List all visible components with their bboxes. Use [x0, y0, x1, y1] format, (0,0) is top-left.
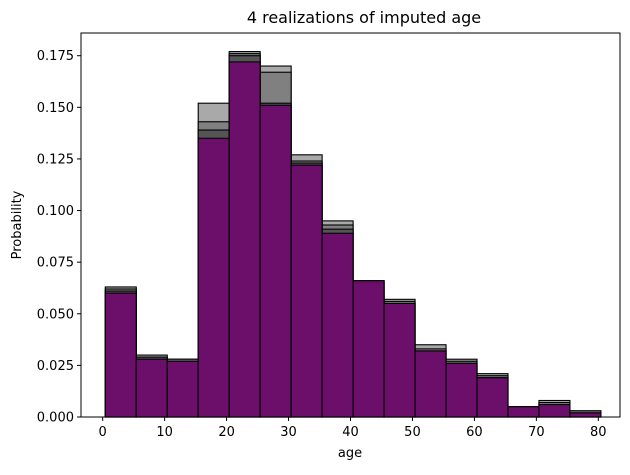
x-axis-ticks: 0 10 20 30 40 50 60 70 80	[99, 417, 607, 440]
y-tick-label: 0.000	[37, 411, 74, 426]
x-tick-label: 70	[528, 425, 545, 440]
y-axis-label: Probability	[10, 190, 25, 259]
y-tick-label: 0.075	[37, 256, 74, 271]
y-tick-label: 0.025	[37, 359, 74, 374]
y-tick-label: 0.050	[37, 307, 74, 322]
bars-layer	[104, 51, 602, 418]
x-tick-label: 0	[99, 425, 107, 440]
histogram-bar	[476, 377, 509, 418]
x-axis-label: age	[338, 446, 362, 461]
histogram-bar	[352, 280, 385, 418]
histogram-bar	[228, 61, 261, 418]
chart-title: 4 realizations of imputed age	[247, 8, 481, 27]
x-tick-label: 10	[156, 425, 173, 440]
y-tick-label: 0.125	[37, 152, 74, 167]
histogram-bar	[538, 404, 571, 418]
histogram-bar	[104, 292, 137, 418]
y-tick-label: 0.175	[37, 49, 74, 64]
histogram-bar	[321, 232, 354, 418]
series-4	[104, 61, 602, 418]
y-tick-label: 0.100	[37, 204, 74, 219]
x-tick-label: 30	[280, 425, 297, 440]
histogram-bar	[445, 362, 478, 418]
histogram-bar	[569, 412, 602, 418]
histogram-bar	[197, 137, 230, 418]
x-tick-label: 60	[466, 425, 483, 440]
histogram-bar	[259, 104, 292, 418]
histogram-bar	[414, 350, 447, 418]
x-tick-label: 50	[404, 425, 421, 440]
x-tick-label: 20	[218, 425, 235, 440]
x-tick-label: 40	[342, 425, 359, 440]
histogram-bar	[383, 302, 416, 418]
y-tick-label: 0.150	[37, 101, 74, 116]
x-tick-label: 80	[590, 425, 607, 440]
histogram-bar	[290, 164, 323, 418]
histogram-bar	[507, 406, 540, 418]
y-axis-ticks: 0.000 0.025 0.050 0.075 0.100 0.125 0.150 0.175	[37, 49, 81, 426]
histogram-bar	[135, 358, 168, 418]
histogram-bar	[166, 360, 199, 418]
